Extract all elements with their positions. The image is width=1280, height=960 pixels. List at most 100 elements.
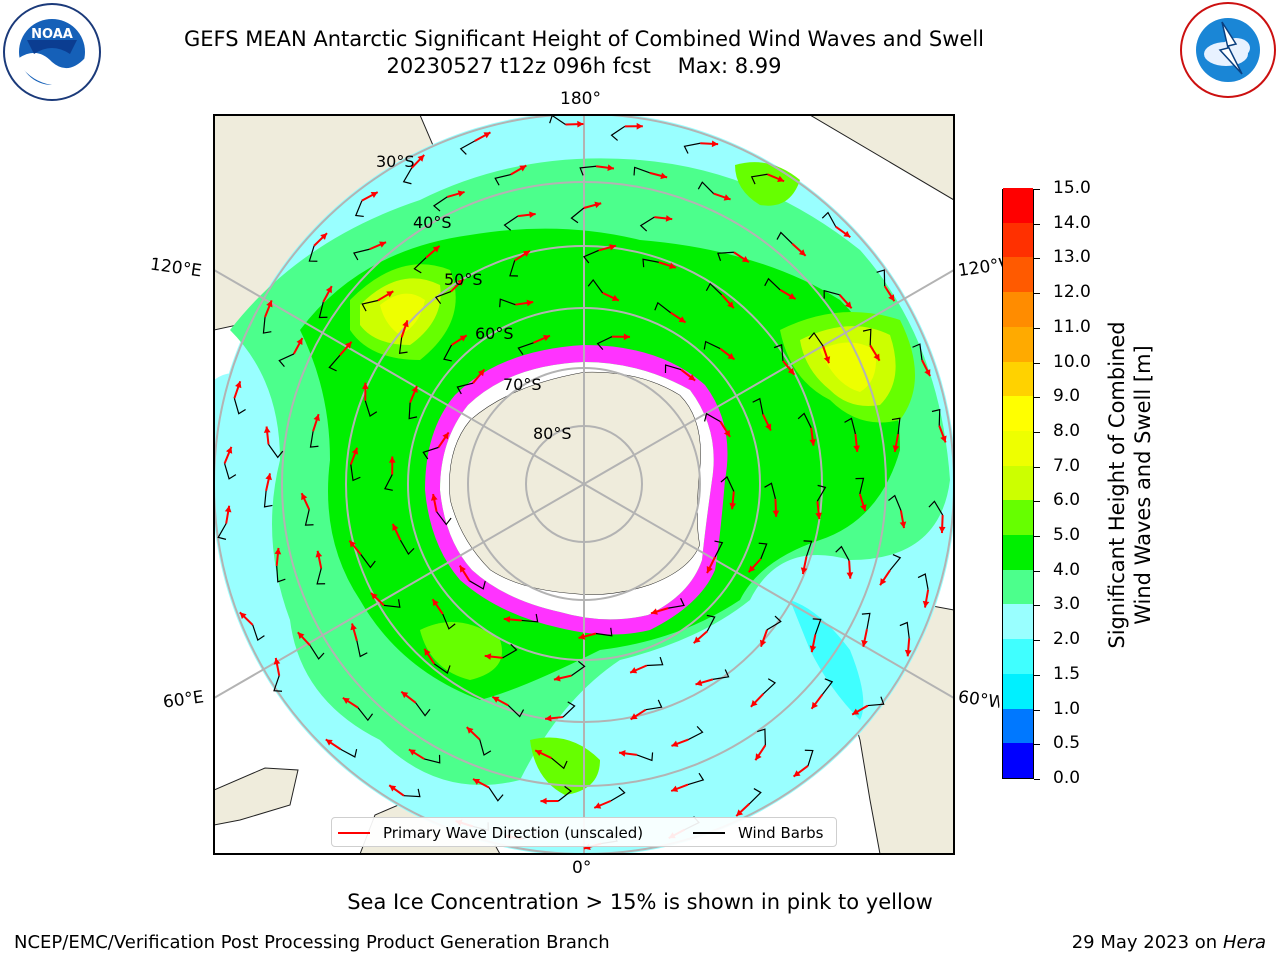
wind-barb <box>705 282 723 296</box>
wave-direction-arrowhead <box>408 749 416 756</box>
wave-direction-arrowhead <box>442 432 449 440</box>
wave-direction-arrowhead <box>623 333 631 341</box>
wind-barb <box>384 474 393 491</box>
wave-direction-arrowhead <box>325 286 332 294</box>
wave-direction-arrowhead <box>607 164 614 172</box>
wave-direction-arrowhead <box>798 249 806 256</box>
wave-direction-arrowhead <box>315 550 323 558</box>
colorbar-tick-label: 8.0 <box>1053 420 1081 441</box>
wave-direction-arrowhead <box>665 215 673 222</box>
wind-barb <box>764 482 777 499</box>
wind-barb <box>610 786 626 802</box>
wave-direction-arrowhead <box>759 639 767 647</box>
colorbar-tick-mark <box>1034 779 1040 780</box>
wind-barb <box>364 400 378 417</box>
colorbar-tick-mark <box>1034 570 1040 572</box>
wind-barb <box>551 757 568 770</box>
wind-barb <box>764 277 781 291</box>
wind-barb <box>422 446 439 460</box>
wind-barb <box>403 788 421 798</box>
wave-direction-arrowhead <box>477 369 485 377</box>
date-value: 29 May 2023 on <box>1071 932 1218 953</box>
wave-direction-arrowhead <box>846 572 854 579</box>
colorbar-tick-label: 2.0 <box>1053 629 1081 650</box>
wind-barb <box>596 336 613 350</box>
wind-barb <box>717 251 734 262</box>
wave-direction-arrowhead <box>379 241 387 248</box>
wind-barb <box>687 772 705 786</box>
wave-direction-arrowhead <box>484 653 492 660</box>
colorbar <box>1002 187 1034 779</box>
colorbar-tick-mark <box>1034 709 1040 711</box>
wave-direction-arrowhead <box>793 770 801 777</box>
wave-direction-arrowhead <box>723 194 731 201</box>
wave-direction-arrowhead <box>273 657 281 665</box>
colorbar-band <box>1003 256 1033 293</box>
colorbar-band <box>1003 708 1033 744</box>
wave-direction-arrowhead <box>880 578 887 586</box>
noaa-logo-text: NOAA <box>31 27 73 42</box>
wind-barb <box>928 500 944 516</box>
wave-direction-arrowhead <box>411 385 418 393</box>
wave-direction-arrowhead <box>529 211 536 219</box>
colorbar-band <box>1003 465 1033 501</box>
madagascar-land <box>214 767 299 826</box>
colorbar-tick-label: 1.0 <box>1053 698 1081 719</box>
wind-barb <box>697 181 714 195</box>
wind-barb <box>821 211 837 227</box>
wave-direction-arrowhead <box>553 674 561 682</box>
wind-barb <box>356 640 368 658</box>
wave-direction-arrowhead <box>388 456 396 463</box>
wind-barb <box>459 140 475 155</box>
wave-direction-arrowhead <box>263 426 271 433</box>
wave-direction-arrowhead <box>688 374 696 381</box>
wave-direction-arrowhead <box>459 335 467 342</box>
colorbar-tick-label: 7.0 <box>1053 455 1081 476</box>
wind-barb <box>762 678 777 695</box>
wave-direction-arrowhead <box>922 600 930 608</box>
colorbar-tick-mark <box>1034 189 1040 190</box>
wind-barb <box>309 431 319 448</box>
wind-barb <box>318 301 328 319</box>
wind-barb <box>517 342 534 355</box>
wind-barb <box>889 554 902 571</box>
wind-barb <box>558 785 573 802</box>
wave-direction-arrowhead <box>492 696 500 703</box>
wind-barb <box>328 354 341 372</box>
wind-barb <box>217 523 227 540</box>
wave-direction-arrowhead <box>274 547 282 555</box>
wind-barb <box>899 621 910 639</box>
colorbar-band <box>1003 361 1033 397</box>
wave-direction-arrowhead <box>729 502 737 510</box>
colorbar-tick-mark <box>1034 501 1040 503</box>
wave-direction-arrowhead <box>417 154 425 162</box>
wave-direction-arrowhead <box>809 645 817 653</box>
wind-barb <box>808 331 824 347</box>
wave-direction-arrowhead <box>578 633 586 640</box>
wind-barb <box>804 749 814 766</box>
title-line: GEFS MEAN Antarctic Significant Height o… <box>183 27 985 51</box>
wave-direction-arrowhead <box>345 341 352 349</box>
wind-barb <box>646 656 664 667</box>
wave-direction-arrowhead <box>389 785 397 792</box>
wind-barb <box>706 614 716 632</box>
wind-barb <box>402 167 413 185</box>
wave-direction-arrowhead <box>432 245 440 253</box>
wind-barb <box>308 245 318 262</box>
colorbar-tick-mark <box>1034 362 1040 364</box>
wave-direction-arrowhead <box>392 523 399 531</box>
wave-direction-arrowhead <box>736 809 744 817</box>
wave-direction-arrowhead <box>424 648 431 656</box>
wave-direction-arrowhead <box>301 493 308 501</box>
wave-direction-arrowhead <box>483 132 491 139</box>
colorbar-tick-mark <box>1034 640 1040 642</box>
wave-direction-arrowhead <box>296 338 303 346</box>
wave-direction-arrowhead <box>660 172 668 180</box>
wave-direction-arrowhead <box>772 510 780 517</box>
wave-direction-arrowhead <box>669 262 676 270</box>
wave-direction-arrowhead <box>630 713 638 720</box>
wave-direction-arrowhead <box>342 697 350 704</box>
legend-entry-wave-direction: Primary Wave Direction (unscaled) <box>338 824 643 842</box>
wave-direction-arrowhead <box>457 279 464 286</box>
wind-barb <box>664 364 682 374</box>
